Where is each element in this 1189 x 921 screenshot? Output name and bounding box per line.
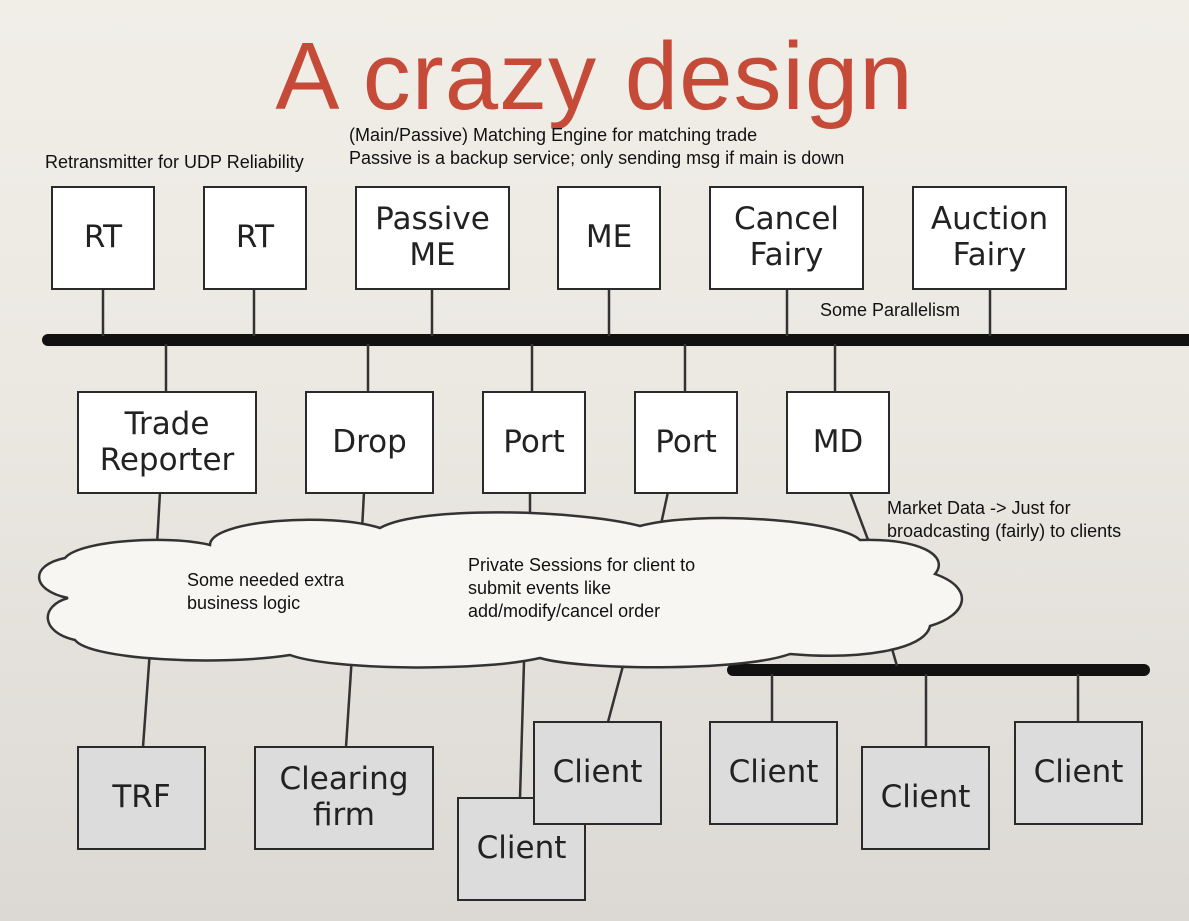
drop-box: Drop	[305, 391, 434, 494]
clearing-firm-box: Clearing firm	[254, 746, 434, 850]
cancel-fairy-box: Cancel Fairy	[709, 186, 864, 290]
me-box: ME	[557, 186, 661, 290]
trf-box: TRF	[77, 746, 206, 850]
annotation-matching-engine: (Main/Passive) Matching Engine for match…	[349, 125, 758, 145]
client-box-2: Client	[533, 721, 662, 825]
client-box-4: Client	[861, 746, 990, 850]
annotation-private-sessions-2: submit events like	[468, 578, 612, 598]
annotation-business-logic-1: Some needed extra	[187, 570, 345, 590]
connector-md-cloud	[848, 491, 872, 546]
port-box-1: Port	[482, 391, 586, 494]
connector-cloud-client2	[606, 661, 626, 723]
trade-reporter-box: Trade Reporter	[77, 391, 257, 494]
page-title: A crazy design	[275, 23, 914, 130]
connector-cloud-trf	[141, 649, 152, 748]
annotation-business-logic-2: business logic	[187, 593, 301, 613]
network-cloud	[37, 511, 964, 669]
md-box: MD	[786, 391, 890, 494]
client-box-3: Client	[709, 721, 838, 825]
passive-me-box: Passive ME	[355, 186, 510, 290]
rt-box-2: RT	[203, 186, 307, 290]
annotation-private-sessions-3: add/modify/cancel order	[468, 601, 661, 621]
connector-cloud-clearing	[344, 654, 354, 748]
auction-fairy-box: Auction Fairy	[912, 186, 1067, 290]
annotation-market-data-2: broadcasting (fairly) to clients	[887, 521, 1122, 541]
annotation-parallelism: Some Parallelism	[820, 300, 961, 320]
connector-trade-reporter-cloud	[155, 491, 162, 546]
rt-box-1: RT	[51, 186, 155, 290]
annotation-passive-backup: Passive is a backup service; only sendin…	[349, 148, 845, 168]
annotation-retransmitter: Retransmitter for UDP Reliability	[45, 152, 304, 172]
port-box-2: Port	[634, 391, 738, 494]
connector-cloud-client1	[518, 661, 526, 799]
annotation-private-sessions-1: Private Sessions for client to	[468, 555, 696, 575]
annotation-market-data-1: Market Data -> Just for	[887, 498, 1071, 518]
client-box-5: Client	[1014, 721, 1143, 825]
